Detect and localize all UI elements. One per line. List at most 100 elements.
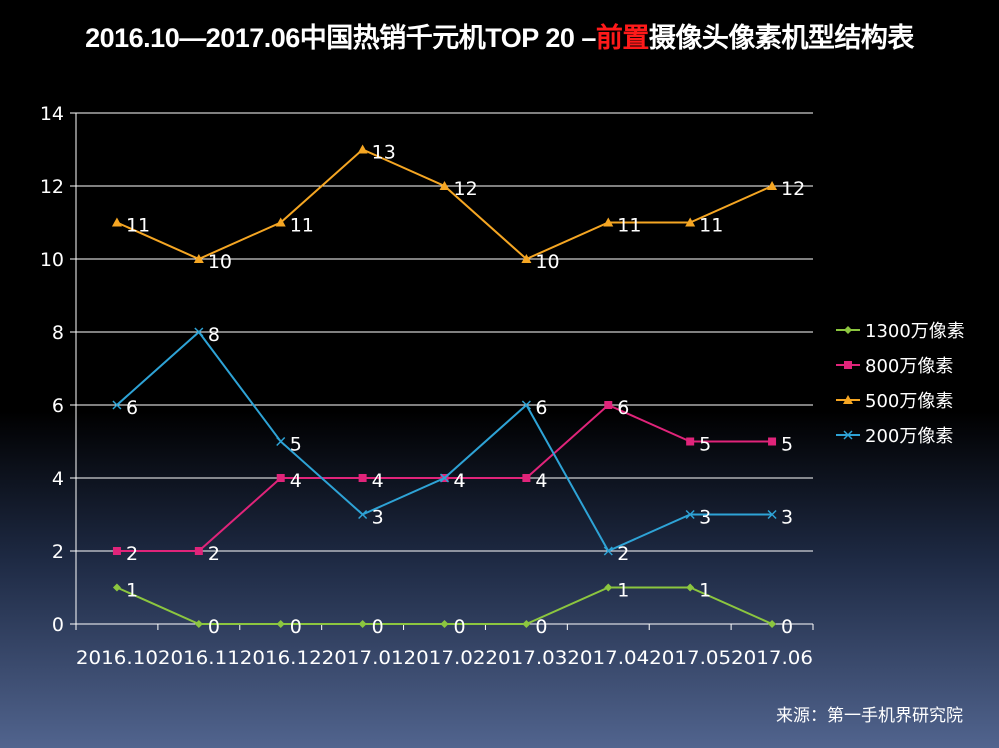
data-label: 0 <box>454 616 466 638</box>
data-label: 1 <box>126 580 138 602</box>
x-tick-label: 2016.12 <box>240 647 322 669</box>
data-point <box>686 437 695 446</box>
data-label: 4 <box>535 470 547 492</box>
data-label: 0 <box>208 616 220 638</box>
data-point <box>276 436 286 447</box>
data-point <box>604 583 613 592</box>
data-point <box>194 620 203 628</box>
x-tick-label: 2017.06 <box>731 647 813 669</box>
data-label: 4 <box>290 470 302 492</box>
data-label: 2 <box>208 543 220 565</box>
y-tick-label: 10 <box>40 249 64 271</box>
x-tick-label: 2017.01 <box>322 647 404 669</box>
data-label: 12 <box>454 178 478 200</box>
data-point <box>768 620 777 628</box>
x-tick-label: 2017.03 <box>485 647 567 669</box>
data-point <box>439 473 450 483</box>
data-label: 8 <box>208 324 220 346</box>
data-point <box>768 437 777 446</box>
legend-marker <box>844 361 852 369</box>
x-tick-label: 2017.05 <box>649 647 731 669</box>
data-label: 2 <box>617 543 629 565</box>
data-point <box>685 217 696 227</box>
legend-label: 200万像素 <box>865 426 953 447</box>
legend-marker <box>844 326 852 334</box>
data-point <box>521 400 531 410</box>
data-point <box>112 547 121 555</box>
data-label: 13 <box>372 142 396 164</box>
data-point <box>767 509 777 520</box>
data-label: 6 <box>126 397 138 419</box>
y-tick-label: 4 <box>52 468 64 490</box>
data-point <box>440 620 449 628</box>
data-point <box>521 254 532 263</box>
data-label: 0 <box>535 616 547 638</box>
data-label: 0 <box>290 616 302 638</box>
y-tick-label: 6 <box>52 395 64 417</box>
data-label: 4 <box>454 470 466 492</box>
data-label: 4 <box>454 470 466 492</box>
data-label: 5 <box>290 434 302 456</box>
data-label: 3 <box>781 507 793 529</box>
y-tick-label: 0 <box>52 614 64 636</box>
legend-label: 800万像素 <box>865 356 953 377</box>
x-tick-label: 2017.04 <box>567 647 649 669</box>
data-label: 11 <box>617 215 641 237</box>
data-point <box>439 181 450 190</box>
data-label: 10 <box>208 251 232 273</box>
data-point <box>194 547 203 555</box>
data-point <box>522 474 531 482</box>
y-tick-label: 12 <box>40 176 64 198</box>
data-label: 12 <box>781 178 805 200</box>
data-label: 6 <box>617 397 629 419</box>
data-point <box>604 401 613 409</box>
data-point <box>685 509 695 520</box>
data-point <box>111 217 122 227</box>
data-point <box>522 620 531 628</box>
data-point <box>686 583 695 592</box>
data-label: 11 <box>126 215 150 237</box>
legend-marker <box>843 395 853 404</box>
data-label: 5 <box>699 434 711 456</box>
legend-marker <box>843 430 853 440</box>
data-label: 11 <box>290 215 314 237</box>
data-label: 10 <box>535 251 559 273</box>
chart-title: 2016.10—2017.06中国热销千元机TOP 20 –前置摄像头像素机型结… <box>0 16 999 55</box>
data-point <box>276 620 285 628</box>
data-label: 2 <box>126 543 138 565</box>
data-point <box>358 620 367 628</box>
y-tick-label: 8 <box>52 322 64 344</box>
data-point <box>193 254 204 263</box>
data-point <box>275 217 286 227</box>
data-point <box>603 217 614 227</box>
x-tick-label: 2017.02 <box>404 647 486 669</box>
data-label: 1 <box>617 580 629 602</box>
data-point <box>357 144 368 154</box>
data-label: 0 <box>781 616 793 638</box>
data-point <box>112 583 121 592</box>
data-label: 11 <box>699 215 723 237</box>
series-line-3 <box>116 330 773 553</box>
x-tick-label: 2016.10 <box>76 647 158 669</box>
y-tick-label: 14 <box>40 103 64 125</box>
data-label: 3 <box>372 507 384 529</box>
data-point <box>358 474 367 482</box>
chart-title-highlight: 前置 <box>595 23 650 53</box>
source-note: 来源：第一手机界研究院 <box>776 706 963 726</box>
y-tick-label: 2 <box>52 541 64 563</box>
data-point <box>767 181 778 190</box>
data-label: 3 <box>699 507 711 529</box>
series-line-2 <box>116 148 773 261</box>
x-tick-label: 2016.11 <box>158 647 240 669</box>
chart-title-suffix: 摄像头像素机型结构表 <box>648 23 915 53</box>
data-label: 5 <box>781 434 793 456</box>
data-label: 6 <box>535 397 547 419</box>
data-point <box>276 474 285 482</box>
data-point <box>194 327 204 337</box>
data-point <box>112 400 122 410</box>
data-label: 1 <box>699 580 711 602</box>
data-point <box>358 509 368 520</box>
legend-label: 500万像素 <box>865 391 953 412</box>
data-label: 4 <box>372 470 384 492</box>
legend-label: 1300万像素 <box>865 321 965 342</box>
